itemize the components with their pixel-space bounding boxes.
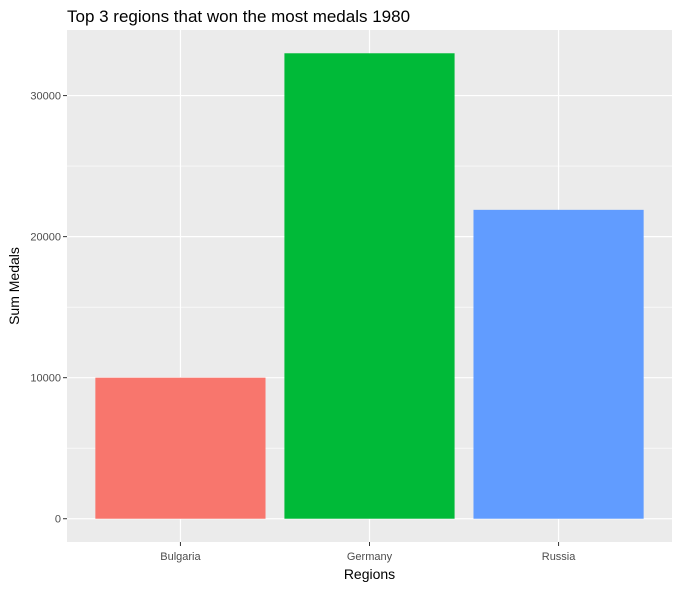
x-tick-label: Bulgaria bbox=[160, 551, 201, 563]
y-tick-label: 20000 bbox=[30, 232, 61, 244]
chart-title: Top 3 regions that won the most medals 1… bbox=[67, 7, 410, 26]
bar-bulgaria bbox=[95, 377, 266, 519]
y-tick-label: 0 bbox=[55, 514, 61, 526]
y-axis-title: Sum Medals bbox=[6, 247, 22, 325]
x-axis-title: Regions bbox=[344, 566, 395, 582]
y-tick-label: 10000 bbox=[30, 373, 61, 385]
x-axis: Bulgaria Germany Russia bbox=[160, 542, 576, 563]
x-tick-label: Russia bbox=[542, 551, 577, 563]
bar-russia bbox=[473, 209, 644, 519]
bars bbox=[95, 53, 644, 519]
y-axis: 0 10000 20000 30000 bbox=[30, 91, 67, 526]
bar-germany bbox=[284, 53, 455, 519]
x-tick-label: Germany bbox=[347, 551, 393, 563]
y-tick-label: 30000 bbox=[30, 91, 61, 103]
